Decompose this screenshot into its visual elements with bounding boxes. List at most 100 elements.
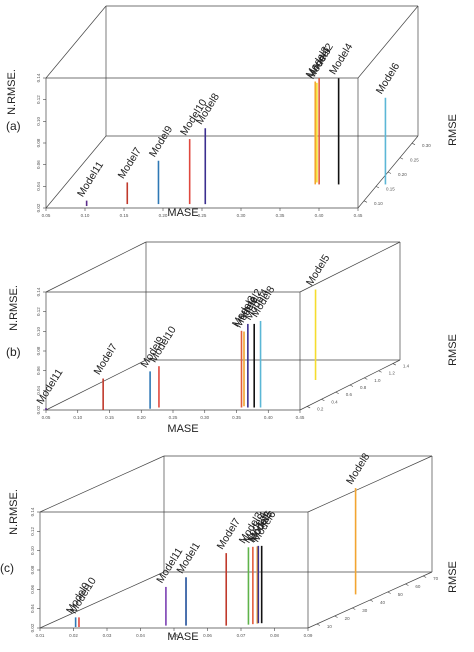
x-tick-label: 0.09 [304, 633, 313, 638]
panel-label: (b) [6, 345, 21, 359]
z-tick [387, 171, 392, 174]
x-tick-label: 0.04 [136, 633, 145, 638]
z-tick-label: 1.2 [389, 371, 396, 376]
z-tick [363, 200, 368, 203]
x-tick-label: 0.15 [120, 213, 129, 218]
y-tick-label: 0.14 [30, 507, 35, 516]
stem-label-model7: Model7 [215, 516, 244, 552]
z-tick-label: 1.4 [403, 364, 410, 369]
y-tick-label: 0.06 [36, 160, 41, 169]
z-tick-label: 50 [398, 592, 404, 597]
y-tick-label: 0.04 [30, 604, 35, 613]
x-tick-label: 0.03 [103, 633, 112, 638]
z-axis-title: RMSE [447, 114, 459, 146]
x-tick-label: 0.05 [42, 213, 51, 218]
x-tick-label: 0.30 [200, 415, 209, 420]
x-tick-label: 0.45 [296, 415, 305, 420]
z-tick [378, 370, 382, 373]
z-tick-label: 40 [380, 600, 386, 605]
y-tick-label: 0.06 [30, 584, 35, 593]
z-tick-label: 0.30 [422, 143, 431, 148]
x-tick-label: 0.10 [73, 415, 82, 420]
z-tick [349, 384, 354, 387]
chart-panel-a: 0.05 0.10 0.15 0.20 0.25 0.30 0.35 0.40 0.45 0.02… [6, 5, 459, 219]
x-tick-label: 0.10 [81, 213, 90, 218]
z-tick-label: 0.10 [374, 201, 383, 206]
z-tick-label: 0.20 [398, 172, 407, 177]
x-tick-label: 0.20 [159, 213, 168, 218]
x-axis-title: MASE [167, 423, 198, 435]
y-tick-label: 0.04 [36, 385, 41, 394]
box-edge [45, 241, 147, 293]
z-tick [316, 623, 320, 626]
box-edge [45, 359, 147, 411]
z-tick-label: 30 [362, 608, 368, 613]
stem-label-model11: Model11 [75, 159, 106, 199]
z-tick-label: 70 [433, 576, 439, 581]
z-tick-label: 0.8 [360, 385, 367, 390]
panel-label: (c) [0, 561, 14, 575]
stem-label-model9: Model9 [147, 124, 176, 160]
x-tick-label: 0.40 [315, 213, 324, 218]
y-tick-label: 0.02 [36, 405, 41, 414]
chart-panel-c: 0.01 0.02 0.03 0.04 0.05 0.06 0.07 0.08 0.090.02… [0, 451, 459, 643]
x-tick-label: 0.25 [198, 213, 207, 218]
x-tick-label: 0.06 [203, 633, 212, 638]
z-tick [307, 406, 311, 409]
x-tick-label: 0.05 [42, 415, 51, 420]
z-tick-label: 0.6 [346, 392, 353, 397]
box-edge [45, 135, 107, 209]
stem-label-model7: Model7 [116, 145, 145, 181]
x-tick-label: 0.25 [169, 415, 178, 420]
x-tick-label: 0.45 [354, 213, 363, 218]
x-tick-label: 0.15 [105, 415, 114, 420]
x-tick-label: 0.08 [270, 633, 279, 638]
z-axis-title: RMSE [447, 561, 459, 593]
y-tick-label: 0.02 [36, 203, 41, 212]
z-tick-label: 0.4 [331, 399, 338, 404]
y-tick-label: 0.06 [36, 366, 41, 375]
z-tick [423, 575, 427, 578]
x-tick-label: 0.20 [137, 415, 146, 420]
stem-label-model6: Model6 [374, 61, 403, 97]
z-tick [411, 142, 416, 145]
x-tick-label: 0.35 [232, 415, 241, 420]
y-tick-label: 0.14 [36, 287, 41, 296]
y-tick-label: 0.04 [36, 181, 41, 190]
box-edge [45, 5, 107, 79]
y-tick-label: 0.10 [36, 326, 41, 335]
box-edge [39, 571, 165, 629]
box-edge [39, 455, 165, 513]
z-tick-label: 10 [327, 624, 333, 629]
y-tick-label: 0.08 [36, 138, 41, 147]
box-edge [299, 241, 401, 293]
y-tick-label: 0.08 [30, 565, 35, 574]
z-tick [392, 363, 396, 366]
z-tick-label: 20 [345, 616, 351, 621]
z-tick [369, 599, 374, 602]
y-tick-label: 0.12 [30, 526, 35, 535]
x-tick-label: 0.35 [276, 213, 285, 218]
y-tick-label: 0.02 [30, 623, 35, 632]
z-axis-title: RMSE [447, 334, 459, 366]
z-tick-label: 1.0 [374, 378, 381, 383]
y-tick-label: 0.08 [36, 346, 41, 355]
z-tick [352, 607, 356, 610]
z-tick-label: 0.15 [386, 186, 395, 191]
z-tick [334, 615, 338, 618]
z-tick [399, 157, 404, 160]
x-tick-label: 0.40 [264, 415, 273, 420]
x-axis-title: MASE [167, 631, 198, 643]
x-tick-label: 0.07 [237, 633, 246, 638]
y-tick-label: 0.12 [36, 307, 41, 316]
x-tick-label: 0.01 [36, 633, 45, 638]
y-tick-label: 0.12 [36, 95, 41, 104]
box-edge [357, 5, 419, 79]
chart-panel-b: 0.05 0.10 0.15 0.20 0.25 0.30 0.35 0.40 0.45 0.02… [6, 241, 459, 435]
z-tick-label: 0.2 [317, 406, 324, 411]
z-tick [387, 591, 391, 594]
z-tick [405, 583, 409, 586]
x-axis-title: MASE [167, 207, 198, 219]
z-tick [375, 186, 380, 189]
